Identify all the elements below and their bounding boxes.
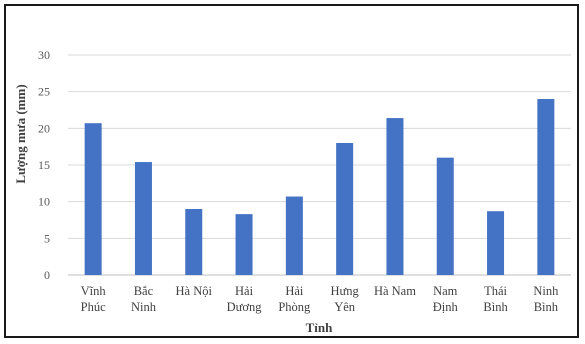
x-category-label-line: Bình <box>534 300 559 314</box>
x-category-labels: Vĩnh Phúc Bắc Ninh Hà Nội Hải Dương Hải Phòng Hưn… <box>81 284 559 314</box>
x-category-label-line: Định <box>433 300 459 314</box>
x-category-label: Hà Nam <box>374 284 416 298</box>
x-category-label: Nam Định <box>433 284 459 314</box>
bars <box>84 99 555 275</box>
bar <box>386 118 404 275</box>
x-category-label: Hưng Yên <box>330 284 359 314</box>
y-tick-labels: 0 5 10 15 20 25 30 <box>38 48 50 282</box>
x-axis-title: Tỉnh <box>306 320 334 335</box>
x-category-label-line: Bình <box>483 300 508 314</box>
x-category-label-line: Bắc <box>134 284 154 298</box>
x-category-label-line: Hà Nam <box>374 284 416 298</box>
y-axis-title: Lượng mưa (mm) <box>13 84 28 183</box>
bar <box>185 209 203 275</box>
x-category-label-line: Hải <box>235 284 254 298</box>
chart-frame: 0 5 10 15 20 25 30 Vĩnh Phúc Bắc Ninh Hà Nội Hải Dươ… <box>4 4 579 338</box>
y-tick-label: 30 <box>38 48 50 62</box>
bar <box>336 143 354 275</box>
bar <box>487 211 505 275</box>
y-tick-label: 5 <box>44 231 50 245</box>
bar <box>285 196 303 275</box>
x-category-label: Vĩnh Phúc <box>81 284 107 314</box>
y-tick-label: 25 <box>38 85 50 99</box>
x-category-label-line: Hải <box>285 284 304 298</box>
x-category-label-line: Thái <box>484 284 507 298</box>
bar <box>235 214 253 275</box>
y-tick-label: 15 <box>38 158 50 172</box>
x-category-label-line: Ninh <box>131 300 157 314</box>
y-tick-label: 0 <box>44 268 50 282</box>
x-category-label-line: Dương <box>227 300 263 314</box>
x-category-label: Hải Phòng <box>278 284 311 314</box>
x-category-label-line: Phòng <box>278 300 311 314</box>
bar-chart: 0 5 10 15 20 25 30 Vĩnh Phúc Bắc Ninh Hà Nội Hải Dươ… <box>13 48 571 335</box>
x-category-label-line: Phúc <box>81 300 106 314</box>
x-category-label-line: Nam <box>433 284 458 298</box>
x-category-label-line: Ninh <box>533 284 559 298</box>
x-category-label: Bắc Ninh <box>131 284 157 314</box>
y-tick-label: 10 <box>38 195 50 209</box>
x-category-label: Thái Bình <box>483 284 508 314</box>
bar <box>134 162 152 275</box>
x-category-label: Ninh Bình <box>533 284 559 314</box>
x-category-label-line: Hà Nội <box>176 284 213 298</box>
x-category-label-line: Hưng <box>330 284 359 298</box>
x-category-label-line: Yên <box>334 300 356 314</box>
bar <box>436 157 454 275</box>
x-category-label-line: Vĩnh <box>81 284 107 298</box>
x-category-label: Hải Dương <box>227 284 263 314</box>
bar <box>537 99 555 275</box>
x-category-label: Hà Nội <box>176 284 213 298</box>
bar <box>84 123 102 275</box>
y-tick-label: 20 <box>38 121 50 135</box>
